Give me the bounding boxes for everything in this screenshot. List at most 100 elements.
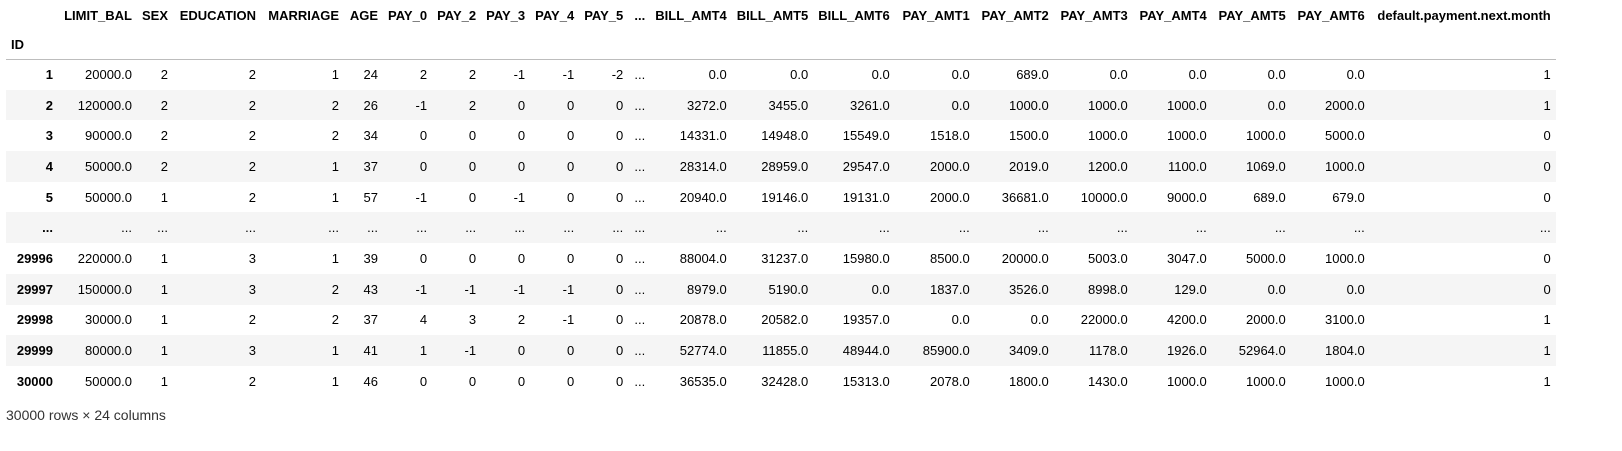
table-row: 29997 150000.0 1 3 2 43 -1 -1 -1 -1 0... 8979.0 5190… xyxy=(6,273,1556,305)
table-cell: 0.0 xyxy=(1267,67,1286,83)
column-header: BILL_AMT5 xyxy=(736,8,809,23)
table-cell: 0 xyxy=(566,250,575,266)
column-header: PAY_AMT4 xyxy=(1139,8,1207,23)
table-row: 30000 50000.0 1 2 1 46 0 0 0 0 0... 36535.0 32428.0 1… xyxy=(6,366,1556,397)
table-cell: 3 xyxy=(468,312,477,328)
table-cell: 1000.0 xyxy=(1245,373,1286,389)
table-cell: 0 xyxy=(566,189,575,205)
table-cell: 2 xyxy=(160,158,169,174)
column-header: PAY_AMT2 xyxy=(981,8,1049,23)
table-cell: 29547.0 xyxy=(842,158,890,174)
table-cell: 0 xyxy=(517,373,526,389)
table-cell: 0 xyxy=(419,158,428,174)
index-row-spacer xyxy=(975,31,1054,59)
table-cell: 0 xyxy=(616,250,624,266)
table-cell: -1 xyxy=(513,189,526,205)
table-cell: 2000.0 xyxy=(929,158,970,174)
table-cell: 37 xyxy=(363,158,379,174)
table-cell: 0 xyxy=(1543,281,1551,297)
table-cell: 50000.0 xyxy=(85,158,132,174)
column-header: PAY_4 xyxy=(535,8,575,23)
index-row-spacer xyxy=(261,31,344,59)
table-cell: 5003.0 xyxy=(1087,250,1128,266)
table-cell: 80000.0 xyxy=(85,343,132,359)
table-cell: 2 xyxy=(160,97,169,113)
table-cell: -1 xyxy=(513,281,526,297)
table-cell: 1 xyxy=(160,373,169,389)
table-cell: 0 xyxy=(517,97,526,113)
table-cell: 1926.0 xyxy=(1166,343,1207,359)
table-cell: ... xyxy=(634,128,646,144)
table-cell: 20582.0 xyxy=(761,312,809,328)
table-cell: 0 xyxy=(419,250,428,266)
column-header: PAY_5 xyxy=(584,8,624,23)
table-cell: 19357.0 xyxy=(842,312,890,328)
table-row: 2 120000.0 2 2 2 26 -1 2 0 0 0... 3272.0 3455.0 3261.… xyxy=(6,89,1556,121)
table-cell: 2 xyxy=(248,158,257,174)
table-cell: 2 xyxy=(419,67,428,83)
table-cell: 46 xyxy=(363,373,379,389)
dataframe-table: LIMIT_BAL SEX EDUCATION MARRIAGE AGE PAY_0 PAY… xyxy=(6,0,1556,397)
table-cell: 4200.0 xyxy=(1166,312,1207,328)
table-cell: 1000.0 xyxy=(1166,97,1207,113)
row-index: ... xyxy=(42,220,53,236)
table-cell: -1 xyxy=(464,281,477,297)
table-cell: 0 xyxy=(517,250,526,266)
table-cell: 1 xyxy=(419,343,428,359)
index-row-spacer xyxy=(650,31,732,59)
row-index: 3 xyxy=(45,128,53,144)
table-cell: 1069.0 xyxy=(1245,158,1286,174)
table-cell: 0.0 xyxy=(951,312,970,328)
table-cell: 0.0 xyxy=(871,67,890,83)
table-cell: ... xyxy=(634,189,646,205)
index-row-spacer xyxy=(530,31,579,59)
table-cell: 3272.0 xyxy=(686,97,727,113)
column-header: PAY_AMT3 xyxy=(1060,8,1128,23)
table-cell: 0 xyxy=(419,373,428,389)
table-cell: 0 xyxy=(566,128,575,144)
table-cell: 1 xyxy=(331,189,340,205)
row-index: 30000 xyxy=(16,373,53,389)
table-cell: ... xyxy=(612,220,624,236)
table-cell: 0 xyxy=(616,189,624,205)
table-cell: 20000.0 xyxy=(85,67,132,83)
table-cell: 0 xyxy=(468,189,477,205)
index-row-spacer xyxy=(732,31,814,59)
table-cell: ... xyxy=(634,97,646,113)
table-cell: 1200.0 xyxy=(1087,158,1128,174)
table-cell: 20940.0 xyxy=(679,189,727,205)
table-cell: 1000.0 xyxy=(1166,373,1207,389)
table-cell: 0 xyxy=(1543,250,1551,266)
table-cell: 0 xyxy=(468,128,477,144)
index-header-spacer xyxy=(6,0,58,31)
table-body: 1 20000.0 2 2 1 24 2 2 -1 -1 -2... 0.0 0.0 0.0 0.0 689.… xyxy=(6,59,1556,397)
table-cell: 10000.0 xyxy=(1080,189,1128,205)
table-cell: 1800.0 xyxy=(1008,373,1049,389)
table-cell: 3100.0 xyxy=(1324,312,1365,328)
index-row-spacer xyxy=(895,31,975,59)
table-cell: 1000.0 xyxy=(1324,158,1365,174)
table-cell: 1 xyxy=(331,250,340,266)
table-cell: 679.0 xyxy=(1332,189,1365,205)
table-cell: 50000.0 xyxy=(85,189,132,205)
index-row-spacer xyxy=(1370,31,1556,59)
table-cell: 0.0 xyxy=(790,67,809,83)
table-cell: 15313.0 xyxy=(842,373,890,389)
table-cell: ... xyxy=(958,220,970,236)
table-cell: ... xyxy=(328,220,340,236)
index-name: ID xyxy=(11,37,24,53)
table-cell: ... xyxy=(245,220,257,236)
table-cell: 2 xyxy=(331,312,340,328)
table-cell: -1 xyxy=(464,343,477,359)
table-cell: 0 xyxy=(616,97,624,113)
table-cell: ... xyxy=(715,220,727,236)
table-cell: 2 xyxy=(160,128,169,144)
index-row-spacer xyxy=(173,31,261,59)
table-cell: 48944.0 xyxy=(842,343,890,359)
table-row: 3 90000.0 2 2 2 34 0 0 0 0 0... 14331.0 14948.0 15549… xyxy=(6,120,1556,151)
table-cell: 11855.0 xyxy=(762,343,809,359)
table-cell: ... xyxy=(634,158,646,174)
row-index: 29998 xyxy=(16,312,53,328)
column-header: EDUCATION xyxy=(179,8,257,23)
